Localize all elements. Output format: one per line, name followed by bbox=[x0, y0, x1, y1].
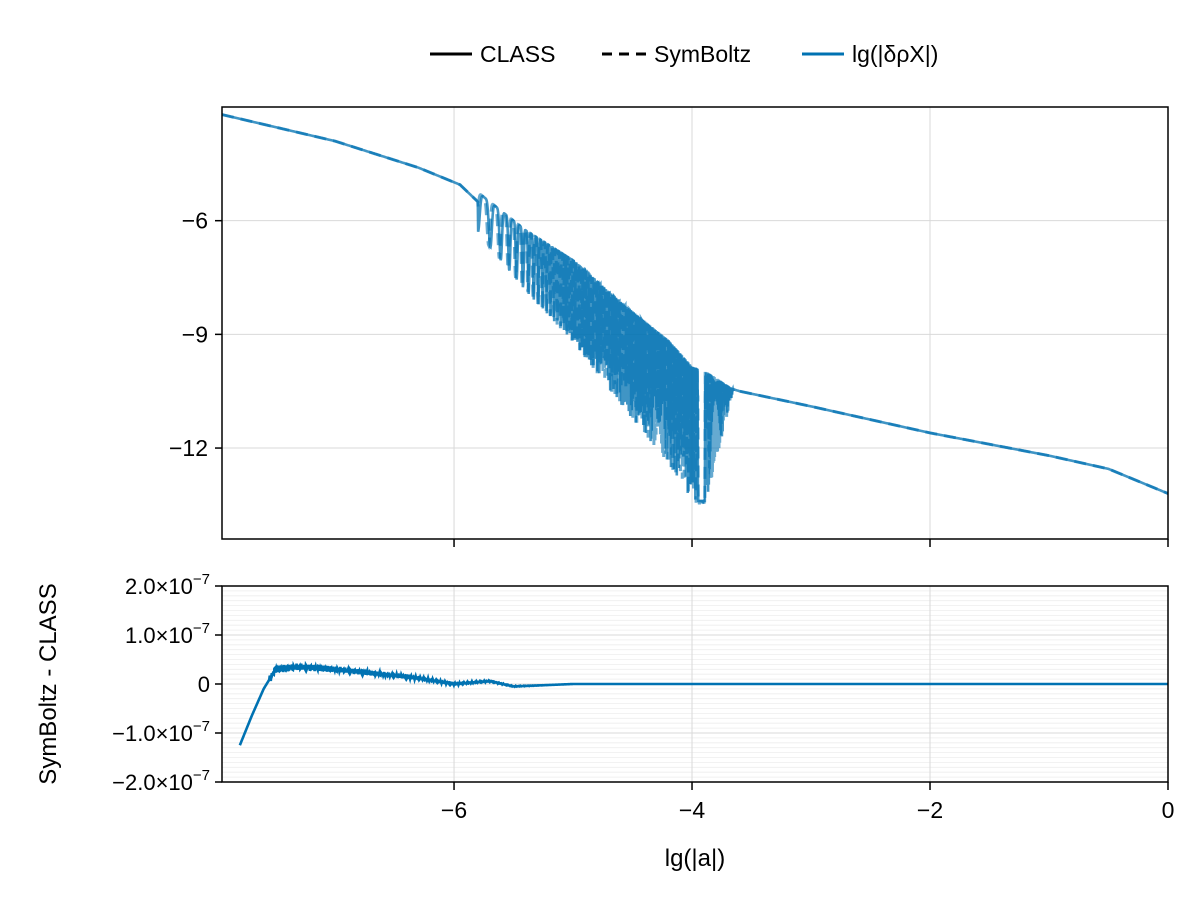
top-y-tick-label: −9 bbox=[182, 321, 208, 347]
bottom-y-tick-label: 2.0×10−7 bbox=[125, 571, 210, 599]
legend-label-symboltz: SymBoltz bbox=[654, 41, 751, 67]
bottom-series bbox=[238, 660, 1168, 746]
bottom-x-tick-label: 0 bbox=[1162, 797, 1175, 823]
bottom-x-tick-label: −2 bbox=[917, 797, 943, 823]
top-y-ticks: −6 −9 −12 bbox=[169, 208, 222, 461]
bottom-y-tick-label: −1.0×10−7 bbox=[112, 718, 210, 746]
legend: CLASS SymBoltz lg(|δρX|) bbox=[430, 41, 938, 67]
bottom-x-tick-label: −6 bbox=[441, 797, 467, 823]
bottom-series-line bbox=[238, 660, 1168, 746]
top-x-ticks bbox=[453, 539, 1169, 547]
bottom-y-ticks: 2.0×10−7 1.0×10−7 0 −1.0×10−7 −2.0×10−7 bbox=[112, 571, 222, 795]
bottom-panel: 2.0×10−7 1.0×10−7 0 −1.0×10−7 −2.0×10−7 −6 −4… bbox=[35, 571, 1174, 872]
top-y-tick-label: −12 bbox=[169, 435, 208, 461]
y-axis-label: SymBoltz - CLASS bbox=[35, 583, 62, 784]
top-frame bbox=[221, 106, 1169, 540]
legend-entry-symboltz: SymBoltz bbox=[602, 41, 751, 67]
bottom-y-tick-label: 1.0×10−7 bbox=[125, 620, 210, 648]
legend-entry-delta-rho: lg(|δρX|) bbox=[802, 41, 938, 67]
bottom-x-ticks: −6 −4 −2 0 bbox=[441, 782, 1174, 823]
x-axis-label: lg(|a|) bbox=[665, 845, 725, 872]
legend-label-class: CLASS bbox=[480, 41, 555, 67]
bottom-y-tick-label: 0 bbox=[198, 672, 210, 697]
legend-entry-class: CLASS bbox=[430, 41, 555, 67]
top-y-tick-label: −6 bbox=[182, 208, 208, 234]
top-panel: −6 −9 −12 bbox=[169, 106, 1169, 547]
legend-label-delta-rho: lg(|δρX|) bbox=[852, 41, 938, 67]
top-series-line-symboltz bbox=[221, 113, 1169, 505]
bottom-y-tick-label: −2.0×10−7 bbox=[112, 767, 210, 795]
top-series bbox=[221, 113, 1169, 505]
bottom-x-tick-label: −4 bbox=[679, 797, 705, 823]
